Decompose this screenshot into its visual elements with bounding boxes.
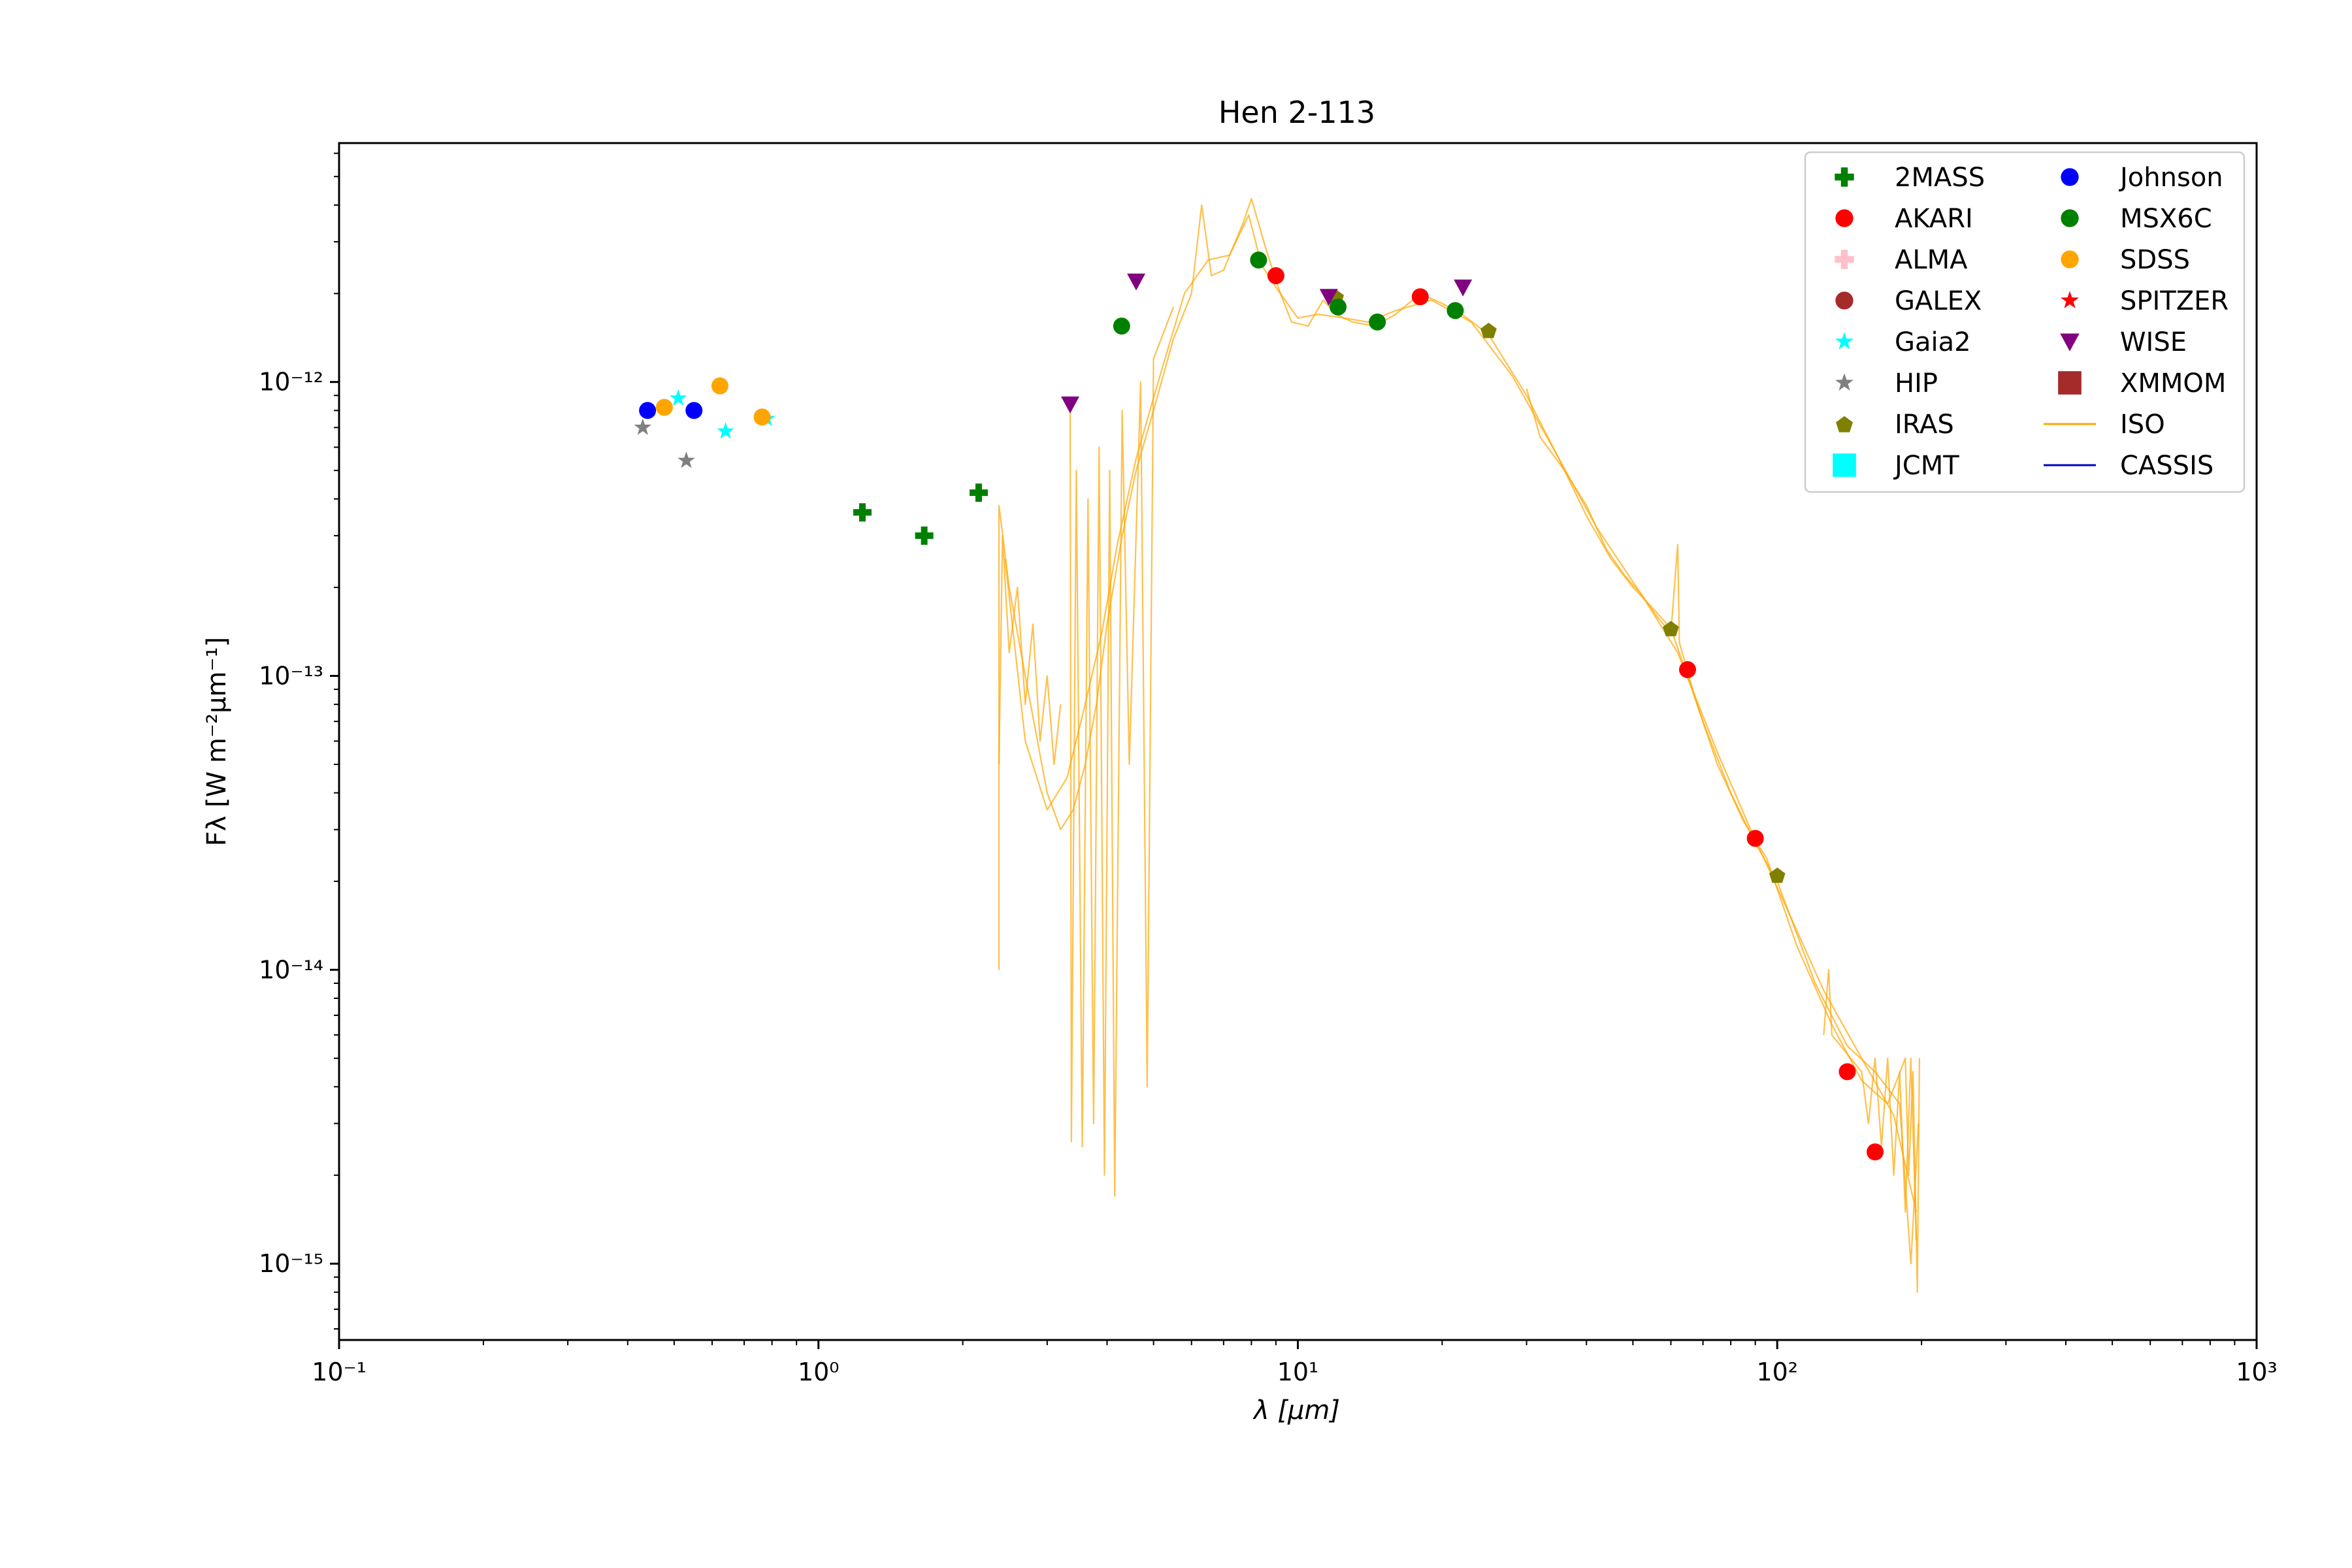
point-gaia2-0 [669,389,687,406]
legend-marker-galex [1835,291,1854,310]
x-tick-label: 10¹ [1277,1358,1319,1386]
legend-marker-akari [1835,209,1854,227]
point-sdss-1 [711,377,728,395]
legend-marker-alma [1835,250,1854,269]
legend-label-akari: AKARI [1895,204,1973,234]
point-gaia2-1 [717,422,734,439]
legend-marker-spitzer [2061,291,2079,308]
point-iras-1 [1480,323,1497,338]
legend-label-jcmt: JCMT [1893,451,1959,481]
legend-label-msx6c: MSX6C [2120,204,2212,234]
legend-label-alma: ALMA [1895,245,1968,275]
point-sdss-0 [655,399,673,416]
legend-label-gaia2: Gaia2 [1895,327,1971,357]
point-wise-0 [1061,396,1080,414]
legend-marker-xmmom [2058,371,2082,395]
y-tick-label: 10⁻¹³ [259,662,323,691]
point-wise-1 [1127,273,1146,291]
x-tick-label: 10² [1756,1358,1798,1386]
point-msx6c-1 [1250,252,1267,269]
legend-label-iso: ISO [2120,410,2165,440]
series-iso-line-2 [1069,306,1175,1197]
point-2mass-2 [970,483,988,502]
point-akari-5 [1867,1143,1884,1161]
series-iso-line-3 [998,534,1062,765]
point-wise-3 [1454,279,1473,297]
legend-label-2mass: 2MASS [1895,163,1985,193]
legend-label-iras: IRAS [1895,410,1954,440]
legend-marker-johnson [2061,168,2079,186]
point-msx6c-2 [1330,298,1347,316]
legend-label-galex: GALEX [1895,286,1982,316]
legend-marker-2mass [1835,167,1854,187]
y-tick-label: 10⁻¹⁴ [259,955,323,984]
point-wise-2 [1319,289,1338,306]
legend-label-spitzer: SPITZER [2120,286,2229,316]
x-axis-title: λ [μm] [1252,1396,1340,1426]
point-2mass-1 [915,526,934,545]
legend-label-wise: WISE [2120,327,2187,357]
legend-marker-wise [2060,333,2080,351]
series-iso-line-1 [1004,214,1918,1213]
point-akari-0 [1267,267,1284,284]
series-iso-line-4 [1526,388,1920,1293]
point-hip-1 [678,451,695,468]
legend-label-johnson: Johnson [2118,163,2223,193]
legend-label-hip: HIP [1895,368,1938,399]
chart-title: Hen 2-113 [1218,95,1375,130]
legend-marker-hip [1835,373,1854,391]
legend-label-sdss: SDSS [2120,245,2190,275]
point-akari-2 [1678,661,1696,678]
series-iso-line-5 [1823,969,1918,1241]
point-iras-3 [1769,867,1786,883]
x-tick-label: 10⁰ [798,1358,840,1386]
point-akari-1 [1411,288,1429,306]
y-axis-title: Fλ [W m⁻²μm⁻¹] [202,637,232,847]
point-johnson-0 [639,402,657,419]
series-iso-line-0 [998,198,1919,1265]
legend-box [1804,151,2246,493]
point-akari-4 [1838,1063,1856,1081]
point-akari-3 [1746,830,1764,847]
x-tick-label: 10⁻¹ [312,1358,367,1386]
legend-marker-jcmt [1833,453,1856,477]
legend-marker-sdss [2061,250,2079,269]
legend-marker-msx6c [2061,209,2079,227]
legend: 2MASS AKARI ALMA GALEX Gaia2 HIP IRAS JCMT Johns… [1804,151,2246,493]
legend-marker-iras [1836,416,1853,433]
point-sdss-2 [753,408,771,426]
point-msx6c-3 [1369,313,1386,331]
point-iras-2 [1663,621,1679,636]
legend-label-xmmom: XMMOM [2120,368,2226,399]
legend-label-cassis: CASSIS [2120,451,2213,481]
point-msx6c-0 [1113,318,1130,335]
point-msx6c-4 [1446,302,1464,319]
point-2mass-0 [853,503,872,522]
y-tick-label: 10⁻¹⁵ [259,1249,323,1278]
point-hip-0 [634,418,652,435]
legend-marker-gaia2 [1835,332,1854,350]
y-tick-label: 10⁻¹² [259,368,323,397]
point-johnson-1 [685,402,703,419]
x-tick-label: 10³ [2236,1358,2278,1386]
